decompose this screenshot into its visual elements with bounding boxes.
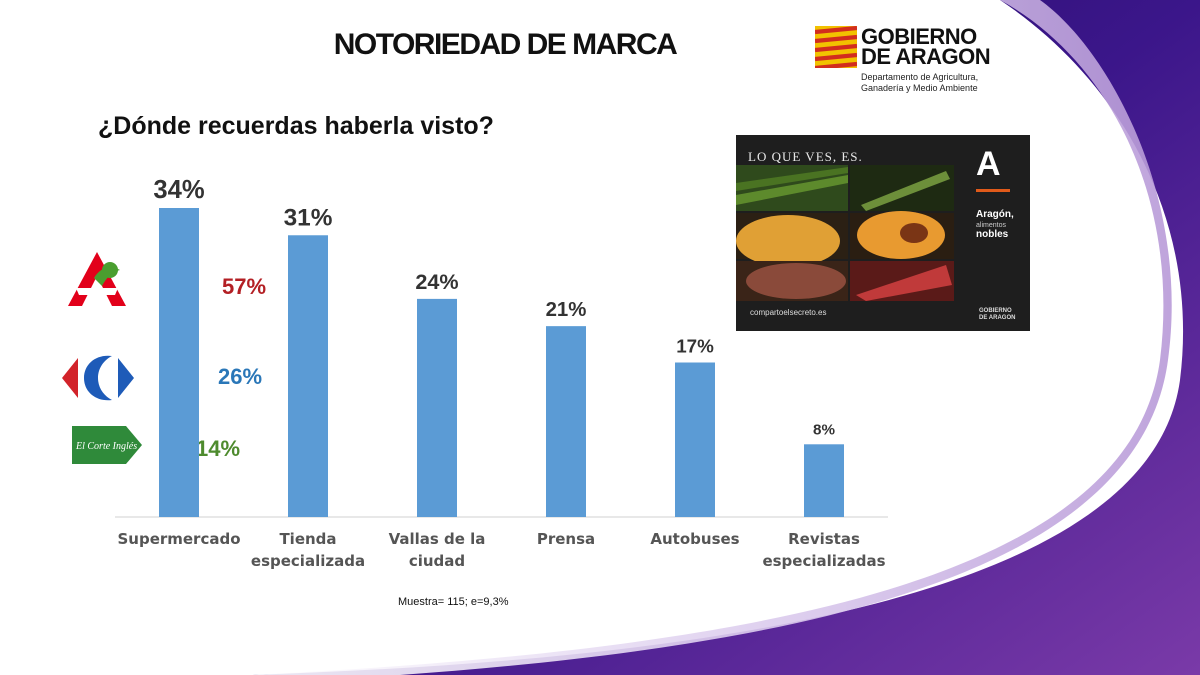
brand-tag: nobles <box>976 229 1009 240</box>
bar-1 <box>288 235 328 517</box>
ad-gov-logo: GOBIERNO DE ARAGON <box>979 308 1015 322</box>
category-label-3: Prensa <box>537 530 595 548</box>
category-label-0: Supermercado <box>117 530 240 548</box>
campaign-advertisement-image: LO QUE VES, ES. A Aragón, alimentos nobl… <box>736 135 1030 331</box>
food-photo-collage <box>736 165 954 301</box>
gov-logo-line1: GOBIERNO <box>861 24 977 49</box>
data-label-1: 31% <box>284 204 333 231</box>
el-corte-ingles-logo-text: El Corte Inglés <box>75 441 137 452</box>
data-label-4: 17% <box>676 336 714 357</box>
bar-3 <box>546 326 586 517</box>
page-title: NOTORIEDAD DE MARCA <box>333 28 678 61</box>
bar-2 <box>417 298 457 517</box>
brand-sub: alimentos <box>976 222 1006 229</box>
data-label-5: 8% <box>813 421 835 438</box>
gov-sub-line1: Departamento de Agricultura, <box>861 72 979 82</box>
gov-logo-subtitle: Departamento de Agricultura, Ganadería y… <box>861 72 1021 94</box>
bar-5 <box>804 444 844 517</box>
bar-4 <box>675 362 715 517</box>
alcampo-percent: 57% <box>222 274 267 299</box>
brand-name: Aragón, <box>976 209 1014 220</box>
data-label-0: 34% <box>153 176 204 204</box>
brand-underline <box>976 189 1010 192</box>
category-label-1: Tienda <box>279 530 336 548</box>
brand-letter: A <box>976 145 1001 183</box>
ad-slogan: LO QUE VES, ES. <box>748 149 863 164</box>
category-label-2: ciudad <box>409 552 465 570</box>
data-label-2: 24% <box>415 269 458 294</box>
gov-logo-line2: DE ARAGON <box>861 44 991 69</box>
category-label-4: Autobuses <box>650 530 739 548</box>
ad-url: compartoelsecreto.es <box>750 308 827 317</box>
el-corte-ingles-percent: 14% <box>196 436 241 461</box>
category-label-2: Vallas de la <box>389 530 486 548</box>
aragon-flag-icon <box>815 26 857 68</box>
sample-note: Muestra= 115; e=9,3% <box>398 596 509 608</box>
category-label-1: especializada <box>251 552 365 570</box>
survey-question: ¿Dónde recuerdas haberla visto? <box>98 112 494 140</box>
data-label-3: 21% <box>546 299 587 321</box>
category-label-5: especializadas <box>762 552 885 570</box>
aragon-alimentos-brand: A Aragón, alimentos nobles <box>976 145 1026 240</box>
bar-0 <box>159 208 199 517</box>
gov-sub-line2: Ganadería y Medio Ambiente <box>861 83 978 93</box>
carrefour-percent: 26% <box>218 364 263 389</box>
category-label-5: Revistas <box>788 530 860 548</box>
el-corte-ingles-logo-icon: El Corte Inglés <box>72 426 142 464</box>
gobierno-de-aragon-logo: GOBIERNO DE ARAGON Departamento de Agric… <box>815 26 1015 96</box>
carrefour-logo-icon <box>62 355 134 401</box>
ad-gov-line2: DE ARAGON <box>979 315 1016 321</box>
ad-gov-line1: GOBIERNO <box>979 308 1012 314</box>
alcampo-logo-icon <box>68 252 126 306</box>
